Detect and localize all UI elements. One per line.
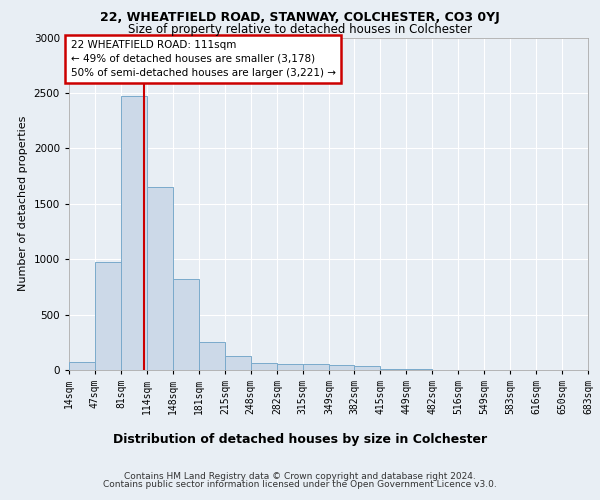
Bar xyxy=(173,278,199,370)
Bar xyxy=(355,366,380,370)
Text: 22 WHEATFIELD ROAD: 111sqm
← 49% of detached houses are smaller (3,178)
50% of s: 22 WHEATFIELD ROAD: 111sqm ← 49% of deta… xyxy=(71,40,335,78)
Bar xyxy=(329,365,355,370)
Text: Contains public sector information licensed under the Open Government Licence v3: Contains public sector information licen… xyxy=(103,480,497,489)
Bar xyxy=(121,96,146,370)
Text: Size of property relative to detached houses in Colchester: Size of property relative to detached ho… xyxy=(128,22,472,36)
Bar xyxy=(277,364,302,370)
Bar xyxy=(69,362,95,370)
Bar xyxy=(95,262,121,370)
Text: 22, WHEATFIELD ROAD, STANWAY, COLCHESTER, CO3 0YJ: 22, WHEATFIELD ROAD, STANWAY, COLCHESTER… xyxy=(100,11,500,24)
Text: Distribution of detached houses by size in Colchester: Distribution of detached houses by size … xyxy=(113,432,487,446)
Y-axis label: Number of detached properties: Number of detached properties xyxy=(18,116,28,292)
Bar xyxy=(251,364,277,370)
Bar xyxy=(199,342,225,370)
Bar xyxy=(225,356,251,370)
Bar xyxy=(302,364,329,370)
Bar xyxy=(146,187,173,370)
Text: Contains HM Land Registry data © Crown copyright and database right 2024.: Contains HM Land Registry data © Crown c… xyxy=(124,472,476,481)
